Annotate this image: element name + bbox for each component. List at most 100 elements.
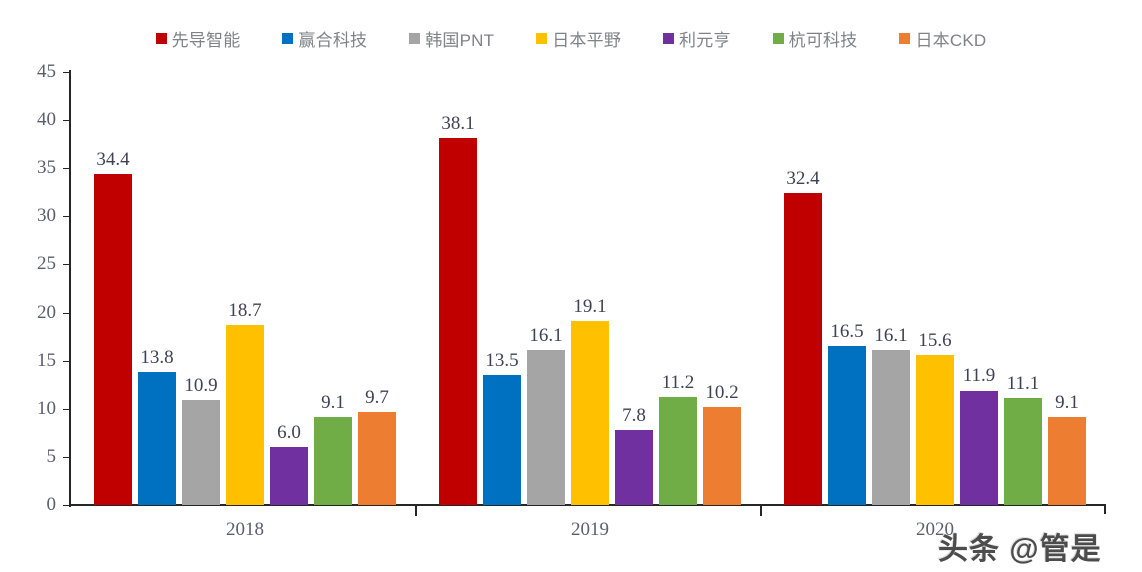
y-tick-mark xyxy=(63,120,70,122)
chart-legend: 先导智能 赢合科技 韩国PNT 日本平野 利元亨 杭可科技 日本CKD xyxy=(0,24,1142,52)
y-tick-label: 0 xyxy=(46,494,57,515)
bar-2020-series-3[interactable] xyxy=(916,354,954,505)
y-tick-label: 10 xyxy=(37,397,56,419)
legend-swatch-ckd xyxy=(899,32,911,44)
legend-swatch-xiandao xyxy=(155,32,167,44)
y-axis-line xyxy=(69,70,71,507)
bar-2018-series-4[interactable] xyxy=(270,447,308,505)
bar-2020-series-5[interactable] xyxy=(1004,398,1042,505)
plot-area: 34.4 13.8 10.9 18.7 6.0 9.1 9.7 38.1 13.5 16.1 19.… xyxy=(70,72,1105,505)
bar-value-label: 11.9 xyxy=(962,365,996,387)
bar-value-label: 15.6 xyxy=(918,329,952,351)
legend-item-0[interactable]: 先导智能 xyxy=(155,26,241,51)
legend-swatch-hangke xyxy=(772,32,784,44)
y-tick-mark xyxy=(63,312,70,314)
watermark: 头条 @管是 xyxy=(938,533,1102,566)
legend-item-label: 杭可科技 xyxy=(788,30,858,50)
legend-item-label: 利元亨 xyxy=(679,30,731,50)
bar-value-label: 9.1 xyxy=(1055,392,1079,414)
legend-item-3[interactable]: 日本平野 xyxy=(536,26,621,51)
x-group-separator-tick xyxy=(760,505,762,516)
y-tick-mark xyxy=(63,72,70,73)
y-tick-row: 45 xyxy=(0,61,70,82)
y-tick-label: 30 xyxy=(37,205,56,227)
x-axis-end-tick xyxy=(1104,504,1106,514)
bar-value-label: 16.5 xyxy=(830,321,864,343)
y-tick-label: 5 xyxy=(46,445,57,467)
legend-item-label: 先导智能 xyxy=(171,30,241,50)
bar-2019-series-5[interactable] xyxy=(659,397,697,505)
y-tick-label: 40 xyxy=(37,109,56,131)
bar-value-label: 19.1 xyxy=(573,296,607,318)
y-tick-label: 25 xyxy=(37,253,56,275)
bar-2018-series-6[interactable] xyxy=(358,411,396,505)
y-tick-row: 40 xyxy=(0,109,70,130)
y-tick-label: 35 xyxy=(37,157,56,179)
legend-item-2[interactable]: 韩国PNT xyxy=(409,26,494,51)
bar-value-label: 16.1 xyxy=(874,325,908,347)
bar-value-label: 38.1 xyxy=(441,113,475,135)
y-tick-mark xyxy=(63,505,70,506)
legend-item-5[interactable]: 杭可科技 xyxy=(772,26,858,51)
y-tick-mark xyxy=(63,360,70,362)
legend-swatch-hirano xyxy=(536,32,548,44)
x-category-label-2018: 2018 xyxy=(226,519,264,540)
bar-value-label: 7.8 xyxy=(622,404,646,426)
bar-value-label: 16.1 xyxy=(529,325,563,347)
y-tick-mark xyxy=(63,264,70,266)
y-tick-row: 35 xyxy=(0,157,70,178)
bar-value-label: 10.2 xyxy=(705,381,739,403)
y-tick-row: 10 xyxy=(0,398,70,419)
bar-value-label: 9.1 xyxy=(321,392,345,414)
legend-item-label: 日本CKD xyxy=(915,30,987,50)
y-tick-row: 20 xyxy=(0,302,70,323)
legend-item-label: 韩国PNT xyxy=(425,30,495,50)
legend-item-1[interactable]: 赢合科技 xyxy=(282,26,367,51)
y-tick-mark xyxy=(63,168,70,170)
legend-swatch-yinghe xyxy=(282,32,294,44)
bar-value-label: 11.1 xyxy=(1006,373,1040,395)
bar-value-label: 13.5 xyxy=(485,350,519,372)
y-tick-row: 30 xyxy=(0,205,70,226)
y-tick-label: 20 xyxy=(37,301,56,323)
legend-item-4[interactable]: 利元亨 xyxy=(663,26,731,51)
y-tick-row: 15 xyxy=(0,350,70,371)
bar-2018-series-2[interactable] xyxy=(182,400,220,505)
bar-value-label: 18.7 xyxy=(228,300,262,322)
bar-value-label: 32.4 xyxy=(786,168,820,190)
bar-2019-series-2[interactable] xyxy=(527,350,565,505)
bar-2019-series-3[interactable] xyxy=(571,321,609,505)
bar-2019-series-4[interactable] xyxy=(615,429,653,505)
y-tick-row: 5 xyxy=(0,446,70,467)
bar-2018-series-3[interactable] xyxy=(226,325,264,505)
bar-value-label: 10.9 xyxy=(184,375,218,397)
bar-2019-series-1[interactable] xyxy=(483,375,521,505)
bar-2020-series-6[interactable] xyxy=(1048,417,1086,505)
bar-2020-series-0[interactable] xyxy=(784,193,822,505)
bar-2018-series-0[interactable] xyxy=(94,174,132,505)
bar-2020-series-4[interactable] xyxy=(960,390,998,505)
bar-value-label: 6.0 xyxy=(277,422,301,444)
x-category-label-2019: 2019 xyxy=(571,519,609,540)
x-group-separator-tick xyxy=(415,505,417,516)
bar-2020-series-2[interactable] xyxy=(872,350,910,505)
bar-2019-series-6[interactable] xyxy=(703,406,741,505)
x-axis-line xyxy=(69,504,1106,506)
bar-value-label: 11.2 xyxy=(661,372,695,394)
bar-value-label: 9.7 xyxy=(365,386,389,408)
y-tick-mark xyxy=(63,408,70,410)
y-tick-row: 25 xyxy=(0,253,70,274)
legend-swatch-pnt xyxy=(409,32,421,44)
x-category-label-2020: 2020 xyxy=(916,519,954,540)
y-tick-label: 45 xyxy=(37,61,56,82)
y-tick-row: 0 xyxy=(0,494,70,515)
legend-swatch-liyuanheng xyxy=(663,32,675,44)
legend-item-6[interactable]: 日本CKD xyxy=(899,26,986,51)
bar-2019-series-0[interactable] xyxy=(439,138,477,505)
bar-value-label: 13.8 xyxy=(140,347,174,369)
bar-2020-series-1[interactable] xyxy=(828,346,866,505)
y-tick-mark xyxy=(63,216,70,218)
legend-item-label: 日本平野 xyxy=(552,30,622,50)
bar-2018-series-1[interactable] xyxy=(138,372,176,505)
bar-2018-series-5[interactable] xyxy=(314,417,352,505)
